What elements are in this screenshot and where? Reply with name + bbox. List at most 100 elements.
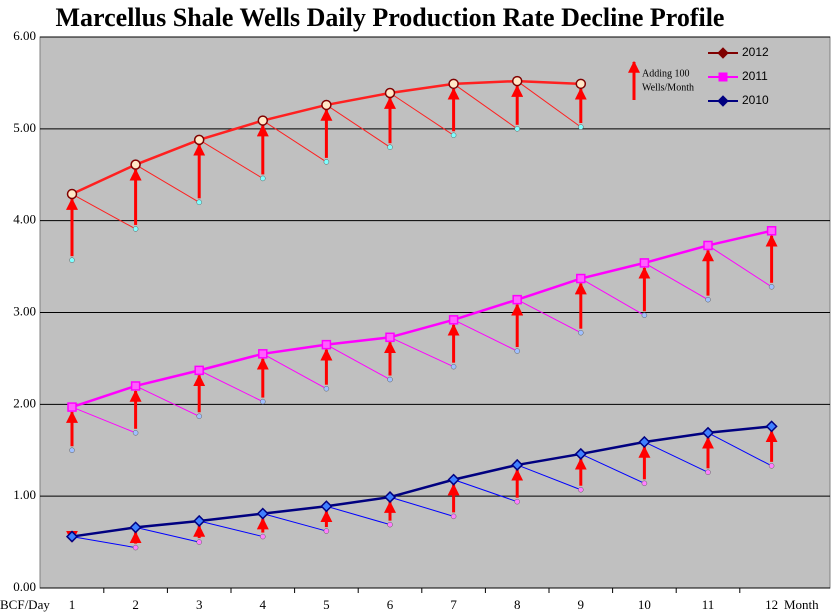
decline-line bbox=[135, 164, 200, 203]
point bbox=[258, 349, 268, 359]
point bbox=[718, 72, 728, 82]
legend-label: 2011 bbox=[742, 69, 768, 83]
decline-point bbox=[387, 376, 393, 383]
point bbox=[256, 507, 269, 520]
point bbox=[257, 115, 269, 126]
point bbox=[703, 240, 713, 251]
annotation: Wells/Month bbox=[642, 82, 694, 93]
x-axis-label: Month bbox=[784, 597, 819, 612]
x-tick-label: 5 bbox=[323, 597, 330, 612]
decline-point bbox=[768, 284, 775, 290]
legend: 2012 2011 2010 bbox=[708, 45, 769, 107]
decline-line bbox=[326, 104, 391, 148]
point bbox=[448, 315, 459, 325]
decline-line bbox=[262, 353, 327, 390]
point bbox=[65, 530, 79, 543]
decline-line bbox=[71, 536, 136, 549]
point bbox=[575, 78, 587, 90]
x-tick-label: 8 bbox=[514, 597, 521, 612]
point bbox=[448, 78, 459, 90]
decline-line bbox=[199, 520, 263, 538]
y-tick-label: 3.00 bbox=[13, 303, 36, 318]
y-tick-label: 5.00 bbox=[13, 120, 36, 135]
decline-point bbox=[450, 132, 457, 139]
decline-point bbox=[578, 329, 584, 336]
decline-point bbox=[514, 498, 520, 505]
decline-line bbox=[326, 505, 391, 526]
decline-line bbox=[453, 83, 518, 130]
point bbox=[130, 381, 141, 391]
decline-point bbox=[260, 533, 266, 540]
decline-point bbox=[514, 348, 520, 354]
point bbox=[66, 188, 78, 200]
decline-line bbox=[198, 369, 264, 403]
decline-point bbox=[69, 257, 75, 263]
y-tick-label: 4.00 bbox=[13, 212, 36, 227]
point bbox=[717, 47, 729, 59]
decline-line bbox=[198, 139, 264, 179]
decline-point bbox=[705, 469, 711, 476]
x-tick-label: 10 bbox=[638, 597, 651, 612]
decline-line bbox=[580, 278, 645, 316]
decline-point bbox=[514, 126, 520, 132]
decline-line bbox=[517, 464, 581, 491]
series-line bbox=[71, 425, 772, 538]
point bbox=[129, 521, 142, 534]
legend-label: 2010 bbox=[742, 93, 769, 107]
x-tick-label: 7 bbox=[450, 597, 457, 612]
x-tick-label: 4 bbox=[260, 597, 267, 612]
point bbox=[321, 339, 332, 350]
decline-line bbox=[707, 432, 772, 467]
decline-line bbox=[389, 336, 454, 368]
decline-point bbox=[260, 175, 266, 182]
decline-line bbox=[516, 80, 582, 128]
point bbox=[701, 426, 715, 439]
point bbox=[383, 491, 397, 504]
decline-point bbox=[578, 124, 584, 130]
decline-line bbox=[262, 513, 327, 532]
decline-point bbox=[323, 528, 330, 534]
series-line bbox=[71, 229, 772, 409]
point bbox=[193, 514, 206, 528]
decline-point bbox=[196, 413, 202, 420]
y-tick-label: 0.00 bbox=[13, 579, 36, 594]
x-tick-label: 2 bbox=[132, 597, 139, 612]
point bbox=[194, 365, 204, 376]
point bbox=[765, 420, 778, 433]
x-tick-label: 9 bbox=[578, 597, 585, 612]
decline-point bbox=[132, 544, 139, 551]
decline-point bbox=[450, 513, 457, 520]
decline-point bbox=[450, 363, 457, 370]
x-tick-label: 12 bbox=[765, 597, 778, 612]
point bbox=[384, 87, 396, 99]
decline-line bbox=[516, 299, 582, 334]
decline-point bbox=[768, 463, 775, 469]
decline-line bbox=[389, 496, 454, 517]
point bbox=[766, 226, 777, 236]
decline-point bbox=[705, 296, 711, 303]
decline-point bbox=[260, 398, 266, 405]
point bbox=[320, 500, 333, 513]
y-tick-label: 1.00 bbox=[13, 487, 36, 502]
point bbox=[385, 332, 395, 343]
point bbox=[574, 447, 587, 460]
decline-point bbox=[323, 159, 330, 165]
point bbox=[130, 159, 141, 170]
y-axis-label: BCF/Day bbox=[0, 597, 50, 612]
decline-point bbox=[69, 447, 75, 453]
decline-point bbox=[387, 521, 393, 528]
decline-line bbox=[135, 526, 200, 543]
point bbox=[638, 435, 651, 449]
point bbox=[717, 95, 729, 107]
decline-point bbox=[578, 486, 584, 493]
decline-line bbox=[389, 92, 454, 136]
decline-point bbox=[132, 430, 139, 436]
decline-line bbox=[71, 193, 136, 230]
decline-line bbox=[262, 120, 327, 163]
decline-line bbox=[453, 319, 518, 352]
decline-point bbox=[323, 385, 330, 392]
point bbox=[512, 294, 522, 305]
x-tick-label: 1 bbox=[69, 597, 76, 612]
decline-point bbox=[132, 226, 139, 232]
